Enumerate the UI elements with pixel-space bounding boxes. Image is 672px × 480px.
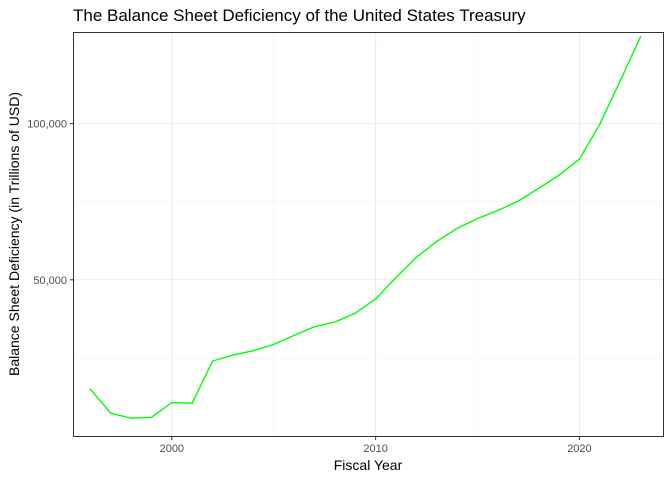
x-tick-label: 2000 xyxy=(160,443,184,455)
x-tick-label: 2020 xyxy=(567,443,591,455)
grid xyxy=(74,33,663,436)
ticks: 2000 2010 2020 50,000 100,000 xyxy=(27,119,591,455)
x-tick-label: 2010 xyxy=(363,443,387,455)
series-line xyxy=(89,36,642,419)
x-axis-title: Fiscal Year xyxy=(334,457,403,473)
y-axis-title: Balance Sheet Deficiency (in Trillions o… xyxy=(6,92,22,376)
y-tick-label: 100,000 xyxy=(27,119,67,131)
series-layer xyxy=(89,36,642,419)
panel-border xyxy=(73,32,664,437)
chart-title: The Balance Sheet Deficiency of the Unit… xyxy=(73,6,526,25)
y-tick-label: 50,000 xyxy=(33,275,67,287)
